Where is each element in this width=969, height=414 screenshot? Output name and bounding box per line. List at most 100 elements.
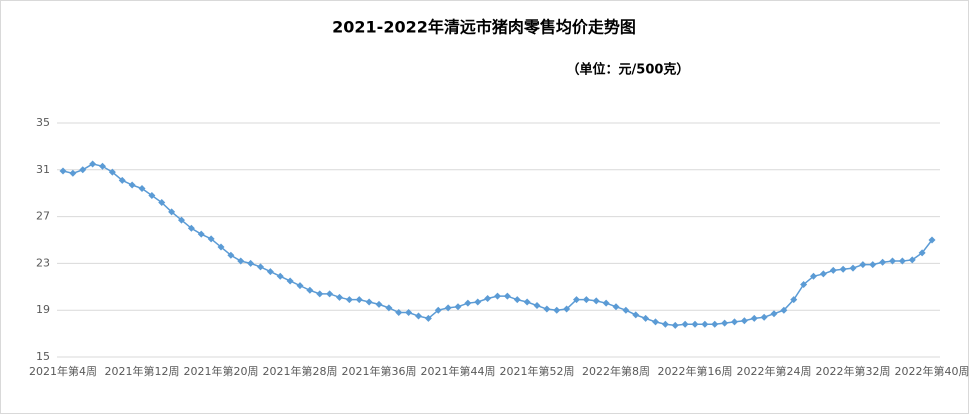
data-point (128, 181, 136, 189)
data-point (612, 303, 620, 311)
y-tick-label: 35 (36, 116, 50, 129)
x-tick-label: 2022年第24周 (737, 364, 812, 378)
data-point (553, 306, 561, 314)
data-point (661, 320, 669, 328)
data-point (810, 272, 817, 280)
x-tick-label: 2021年第44周 (421, 364, 496, 378)
data-point (59, 167, 67, 175)
data-point (849, 264, 857, 272)
data-point (740, 317, 748, 325)
data-point (138, 185, 146, 193)
data-point (217, 243, 225, 251)
data-point (345, 296, 353, 304)
data-point (533, 302, 541, 310)
data-point (701, 320, 709, 328)
data-point (573, 296, 580, 304)
data-point (375, 300, 383, 308)
data-point (632, 311, 640, 319)
data-point (731, 318, 738, 326)
chart-title: 2021-2022年清远市猪肉零售均价走势图 (332, 18, 636, 37)
data-point (721, 319, 729, 327)
data-point (928, 236, 936, 244)
data-point (336, 293, 343, 301)
data-point (415, 312, 422, 320)
data-point (355, 296, 363, 304)
data-point (207, 235, 215, 243)
data-point (642, 314, 650, 322)
data-point (780, 306, 788, 314)
data-point (187, 224, 195, 232)
x-tick-label: 2022年第16周 (658, 364, 733, 378)
data-point (158, 199, 166, 207)
data-point (869, 261, 877, 269)
data-point (760, 313, 768, 321)
chart-subtitle: （单位：元/500克） (567, 62, 690, 78)
data-point (197, 230, 205, 238)
data-point (513, 296, 521, 304)
data-point (286, 277, 294, 285)
data-point (790, 296, 798, 304)
data-point (79, 166, 87, 174)
data-point (582, 296, 590, 304)
data-point (602, 299, 610, 307)
data-point (108, 168, 116, 176)
data-point (405, 309, 413, 317)
data-point (711, 320, 719, 328)
y-tick-label: 19 (36, 303, 50, 316)
data-point (908, 256, 916, 264)
data-point (681, 320, 689, 328)
data-point (316, 290, 324, 298)
x-tick-label: 2021年第12周 (105, 364, 180, 378)
x-tick-label: 2022年第32周 (816, 364, 891, 378)
data-point (652, 318, 659, 326)
data-point (424, 314, 432, 322)
data-point (454, 303, 462, 311)
y-tick-label: 15 (36, 350, 50, 363)
data-point (365, 298, 373, 306)
x-tick-label: 2021年第28周 (263, 364, 338, 378)
x-tick-label: 2021年第4周 (29, 364, 97, 378)
data-point (770, 310, 778, 318)
y-tick-label: 27 (36, 210, 50, 223)
data-point (819, 270, 827, 278)
data-point (385, 304, 393, 312)
data-point (148, 192, 156, 200)
y-tick-label: 23 (36, 256, 50, 269)
data-point (69, 169, 77, 177)
x-tick-label: 2021年第52周 (500, 364, 575, 378)
data-point (503, 292, 511, 300)
data-point (474, 298, 482, 306)
data-point (326, 290, 334, 298)
data-point (89, 160, 97, 168)
data-point (464, 299, 472, 307)
data-point (296, 282, 304, 290)
data-point (918, 249, 926, 257)
data-point (444, 304, 452, 312)
data-point (395, 309, 403, 317)
y-tick-label: 31 (36, 163, 50, 176)
data-point (484, 295, 492, 302)
data-point (434, 306, 442, 314)
data-point (247, 259, 255, 267)
data-point (257, 263, 264, 271)
data-point (889, 257, 896, 265)
data-point (563, 305, 571, 313)
data-point (839, 265, 847, 273)
x-tick-label: 2022年第40周 (895, 364, 969, 378)
data-point (543, 305, 551, 313)
data-point (622, 306, 630, 314)
data-point (237, 257, 245, 265)
data-point (691, 320, 699, 328)
x-tick-label: 2021年第36周 (342, 364, 417, 378)
data-point (523, 298, 531, 306)
data-point (178, 216, 185, 224)
data-point (879, 258, 887, 266)
data-point (671, 321, 679, 329)
data-point (592, 297, 600, 305)
data-point (800, 280, 808, 288)
data-point (118, 176, 126, 184)
data-point (227, 251, 235, 259)
data-point (829, 266, 837, 274)
